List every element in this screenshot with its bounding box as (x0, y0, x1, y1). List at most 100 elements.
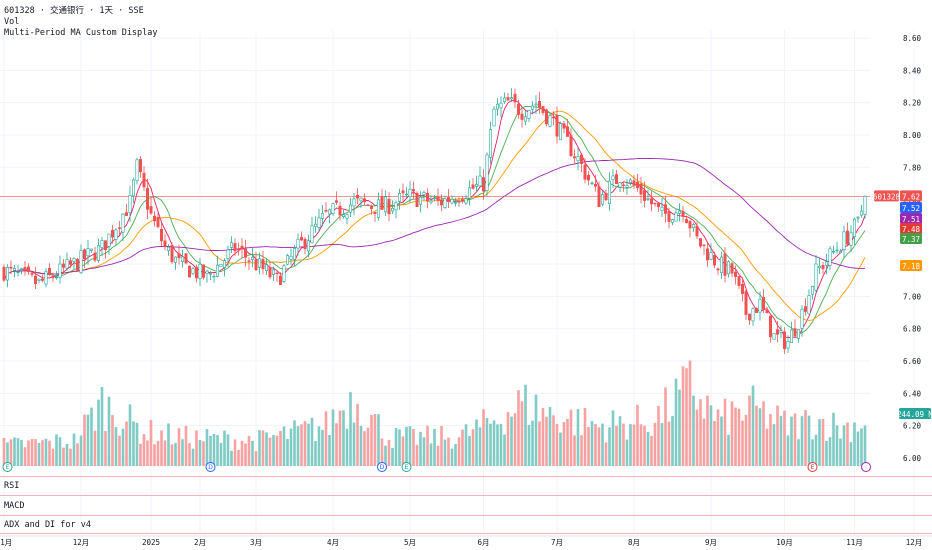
volume-bar (748, 395, 751, 466)
volume-bar (786, 435, 790, 466)
candle (261, 258, 265, 270)
volume-bar (706, 395, 709, 466)
volume-bar (226, 434, 230, 466)
volume-bar (146, 440, 149, 466)
candle (223, 260, 227, 268)
axis-badges: 601328 7.62 7.52 7.517.487.37 7.18 244.09 M (873, 190, 932, 419)
volume-bar (723, 398, 727, 466)
candle (677, 210, 681, 214)
ma-value-badge-text: 7.18 (902, 262, 921, 271)
candle (712, 254, 716, 266)
volume-bar (219, 442, 223, 466)
volume-indicator-label[interactable]: Vol (4, 17, 20, 27)
volume-bar (678, 389, 681, 466)
symbol-title[interactable]: 601328 · 交通银行 · 1天 · SSE (4, 6, 144, 16)
adx-pane-label[interactable]: ADX and DI for v4 (4, 520, 91, 530)
volume-bar (842, 425, 846, 466)
volume-bar (104, 431, 107, 466)
candle (653, 202, 657, 205)
volume-bar (580, 435, 583, 466)
pane-separator[interactable] (0, 495, 932, 496)
volume-value-badge (899, 408, 931, 419)
volume-bar (520, 401, 524, 466)
candle (726, 261, 730, 275)
candle (114, 229, 118, 240)
volume-bar (604, 442, 608, 466)
candle (156, 217, 160, 227)
candle (230, 242, 234, 248)
volume-bar (240, 440, 244, 466)
candle (565, 126, 569, 137)
ma-indicator-label[interactable]: Multi-Period MA Custom Display (4, 28, 158, 38)
volume-bar (48, 440, 51, 466)
volume-bar (373, 414, 377, 466)
pane-separator[interactable] (0, 515, 932, 516)
candle (404, 193, 408, 196)
ma-value-badge (900, 233, 922, 244)
event-marker (205, 462, 216, 472)
candle (289, 256, 293, 260)
volume-bar (118, 435, 121, 466)
time-axis[interactable]: 11月 12月 2025 2月 3月 4月 5月 6月 7月 8月 9月 10月 11月 12月 (0, 535, 932, 547)
volume-bar (496, 424, 499, 466)
candle (237, 248, 241, 251)
candle (761, 297, 765, 310)
candle (93, 252, 97, 261)
candle (649, 198, 653, 205)
volume-bar (20, 440, 23, 466)
volume-bar (583, 408, 587, 466)
candle (838, 251, 842, 253)
volume-bar (429, 443, 433, 466)
candle (111, 229, 115, 238)
time-tick-label: 7月 (551, 538, 563, 547)
candle (254, 259, 258, 271)
candle (667, 211, 671, 222)
candle (125, 212, 129, 216)
candle (509, 97, 513, 100)
candle (786, 341, 790, 349)
volume-bar (454, 443, 457, 466)
volume-bar (776, 405, 779, 466)
volume-bar (737, 408, 741, 466)
candle (635, 181, 639, 189)
macd-pane-label[interactable]: MACD (4, 501, 25, 511)
last-price-badge-text: 7.62 (902, 192, 920, 201)
pane-separator[interactable] (0, 476, 932, 477)
pane-separator[interactable] (0, 533, 932, 534)
candle (121, 213, 125, 233)
volume-bar (447, 437, 450, 466)
volume-bar (440, 426, 443, 466)
candle (670, 219, 674, 223)
volume-bar (163, 440, 167, 466)
volume-bar (443, 439, 447, 466)
ma-value-badge-text: 7.52 (902, 204, 920, 213)
candle (79, 250, 83, 273)
price-axis[interactable]: 8.608.408.208.007.807.607.407.207.006.80… (903, 34, 922, 463)
candle (688, 221, 692, 229)
candle (471, 184, 475, 189)
candle (348, 204, 352, 213)
candle (163, 240, 167, 248)
candle (849, 232, 853, 246)
volume-bar (321, 429, 324, 466)
volume-bar (643, 425, 646, 466)
candle (845, 230, 849, 245)
candle (474, 183, 478, 187)
rsi-pane-label[interactable]: RSI (4, 481, 20, 491)
ma-value-badge-text: 7.48 (902, 225, 921, 234)
last-price-badge (900, 190, 922, 202)
volume-bar (289, 428, 293, 466)
volume-bar (566, 418, 569, 466)
volume-bar (160, 430, 163, 466)
candle (453, 202, 457, 204)
volume-bar (636, 404, 639, 466)
candle (387, 198, 391, 215)
volume-bar (310, 417, 314, 466)
volume-bar (716, 409, 720, 466)
candlestick-series (2, 88, 867, 354)
volume-bar (79, 435, 83, 466)
candle (362, 198, 366, 203)
volume-bar (247, 435, 251, 466)
volume-bar (821, 418, 825, 466)
